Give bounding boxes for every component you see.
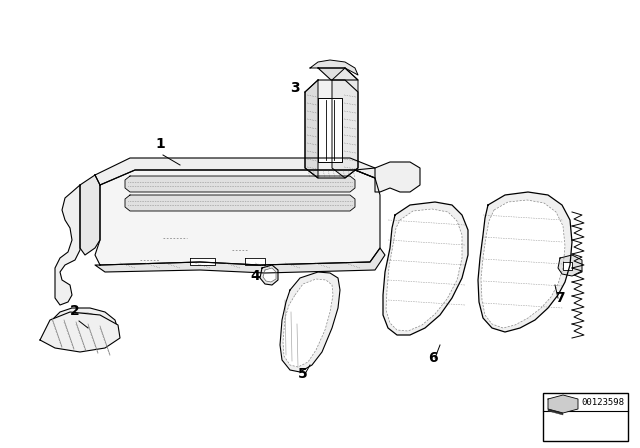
Text: 1: 1 xyxy=(155,137,164,151)
Text: 5: 5 xyxy=(298,367,308,381)
Text: 3: 3 xyxy=(290,81,300,95)
Polygon shape xyxy=(332,68,358,178)
Polygon shape xyxy=(318,98,342,162)
Polygon shape xyxy=(95,158,375,185)
Polygon shape xyxy=(305,80,318,178)
Circle shape xyxy=(111,191,119,199)
Polygon shape xyxy=(263,268,276,282)
Polygon shape xyxy=(548,395,578,413)
Polygon shape xyxy=(55,313,110,343)
Text: 2: 2 xyxy=(70,304,80,318)
Circle shape xyxy=(414,231,422,239)
Circle shape xyxy=(421,291,429,299)
Polygon shape xyxy=(125,176,355,192)
Polygon shape xyxy=(40,312,120,352)
Polygon shape xyxy=(245,258,265,265)
Polygon shape xyxy=(386,209,462,331)
Circle shape xyxy=(348,233,352,237)
Polygon shape xyxy=(260,265,278,285)
Polygon shape xyxy=(563,262,572,270)
Polygon shape xyxy=(95,170,380,265)
Polygon shape xyxy=(383,202,468,335)
Polygon shape xyxy=(125,195,355,211)
Ellipse shape xyxy=(138,255,163,265)
Text: 6: 6 xyxy=(428,351,438,365)
Polygon shape xyxy=(283,279,333,367)
Polygon shape xyxy=(355,162,420,192)
Ellipse shape xyxy=(230,245,250,255)
Circle shape xyxy=(303,345,310,352)
Polygon shape xyxy=(310,60,358,75)
Circle shape xyxy=(113,208,117,212)
Polygon shape xyxy=(280,272,340,372)
Polygon shape xyxy=(558,255,582,276)
Bar xyxy=(543,393,628,441)
Text: 00123598: 00123598 xyxy=(581,398,624,407)
Ellipse shape xyxy=(161,232,189,244)
Polygon shape xyxy=(95,248,385,273)
Circle shape xyxy=(111,206,119,214)
Text: 4: 4 xyxy=(250,269,260,283)
Circle shape xyxy=(423,293,427,297)
Polygon shape xyxy=(305,80,358,178)
Circle shape xyxy=(113,193,117,197)
Polygon shape xyxy=(55,185,80,305)
Polygon shape xyxy=(548,409,563,415)
Polygon shape xyxy=(80,175,100,255)
Circle shape xyxy=(346,231,354,239)
Circle shape xyxy=(416,233,420,237)
Text: 7: 7 xyxy=(555,291,564,305)
Polygon shape xyxy=(190,258,215,265)
Polygon shape xyxy=(478,192,572,332)
Polygon shape xyxy=(318,68,358,80)
Polygon shape xyxy=(48,308,118,347)
Polygon shape xyxy=(481,200,565,328)
